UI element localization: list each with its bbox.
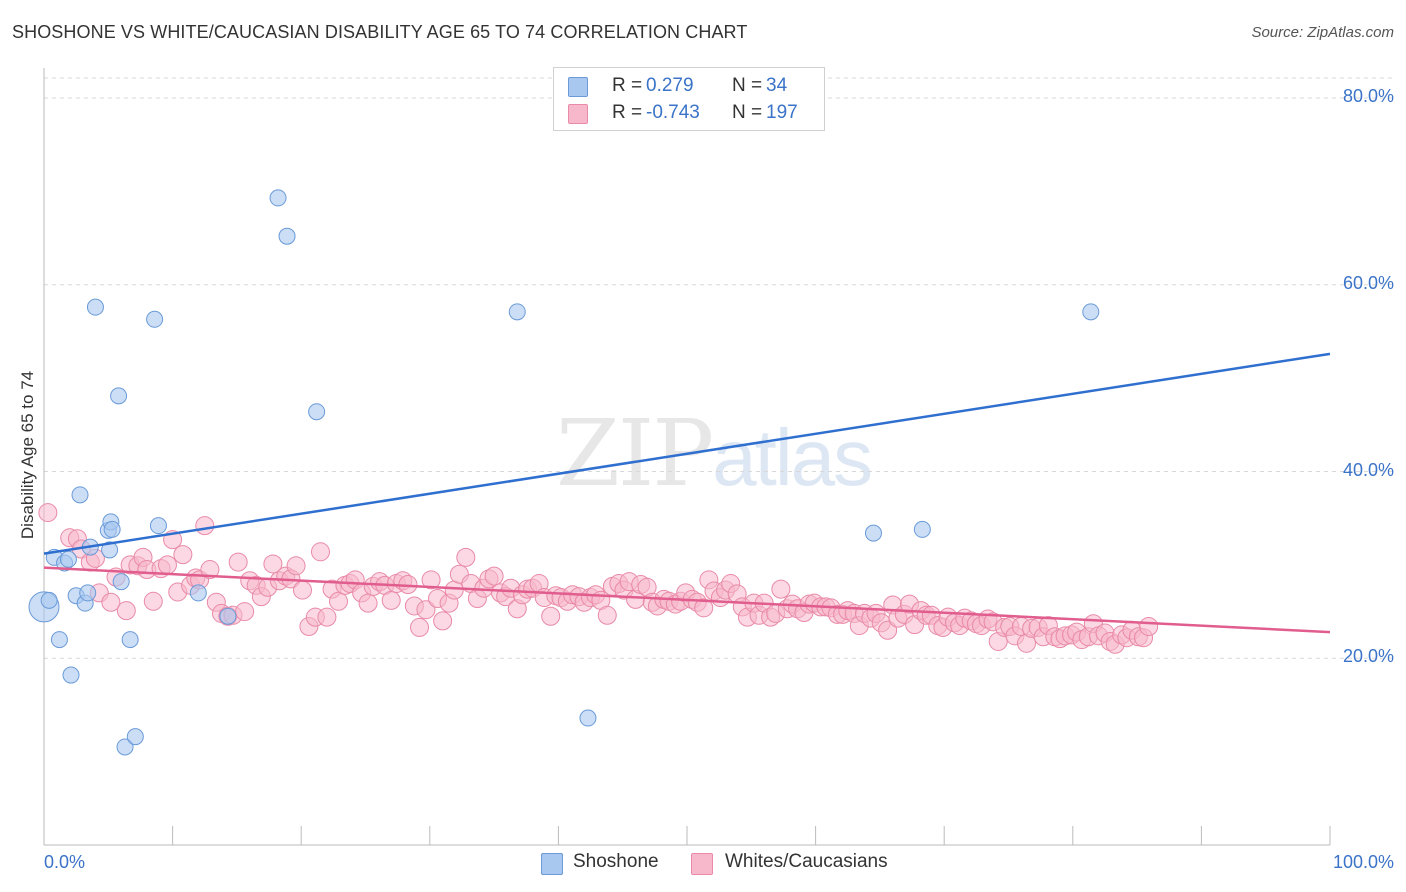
shoshone-point xyxy=(59,550,77,568)
shoshone-point xyxy=(101,541,119,559)
whites-point xyxy=(433,611,453,631)
whites-point xyxy=(421,570,441,590)
shoshone-point xyxy=(121,631,139,649)
shoshone-point xyxy=(508,303,526,321)
whites-point xyxy=(317,607,337,627)
whites-point xyxy=(200,560,220,580)
shoshone-swatch xyxy=(541,853,563,875)
shoshone-point xyxy=(308,403,326,421)
shoshone-point xyxy=(116,738,134,756)
shoshone-point xyxy=(149,517,167,535)
whites-swatch xyxy=(691,853,713,875)
y-tick-label: 40.0% xyxy=(1342,459,1394,480)
gridlines xyxy=(44,77,1392,659)
shoshone-point xyxy=(913,520,931,538)
shoshone-point xyxy=(103,520,121,538)
y-tick-label: 80.0% xyxy=(1342,86,1394,106)
legend-r-value: 0.279 xyxy=(646,75,694,96)
whites-point xyxy=(444,580,464,600)
y-tick-label: 60.0% xyxy=(1342,272,1394,293)
shoshone-point xyxy=(110,387,128,405)
axes xyxy=(43,68,1331,846)
whites-point xyxy=(143,591,163,611)
shoshone-point xyxy=(189,584,207,602)
source-credit: Source: ZipAtlas.com xyxy=(1251,24,1394,41)
whites-point xyxy=(456,547,476,567)
shoshone-point xyxy=(50,631,68,649)
whites-point xyxy=(358,593,378,613)
whites-point xyxy=(694,598,714,618)
shoshone-point xyxy=(40,591,58,609)
shoshone-point xyxy=(71,486,89,504)
whites-point xyxy=(263,554,283,574)
whites-caucasians-points xyxy=(38,503,1159,654)
whites-point xyxy=(116,601,136,621)
shoshone-point xyxy=(86,298,104,316)
legend-r-label: R = xyxy=(612,75,643,96)
x-tick-label-min: 0.0% xyxy=(44,852,86,872)
whites-point xyxy=(38,503,58,523)
shoshone-point xyxy=(1082,303,1100,321)
shoshone-point xyxy=(219,607,237,625)
whites-point xyxy=(410,617,430,637)
legend-row-shoshone: R = 0.279 N = 34 xyxy=(554,74,824,100)
whites-point xyxy=(484,566,504,586)
legend-n-label: N = xyxy=(732,75,763,96)
whites-point xyxy=(328,591,348,611)
whites-point xyxy=(195,516,215,536)
shoshone-point xyxy=(269,189,287,207)
shoshone-point xyxy=(579,709,597,727)
whites-point xyxy=(1139,617,1159,637)
shoshone-swatch xyxy=(568,77,588,97)
x-tick-label-max: 100.0% xyxy=(1332,852,1394,872)
shoshone-point xyxy=(146,310,164,328)
legend-label-shoshone: Shoshone xyxy=(573,851,659,872)
whites-trend-line xyxy=(43,566,1331,634)
legend-n-value: 34 xyxy=(766,75,788,96)
y-axis-label: Disability Age 65 to 74 xyxy=(18,370,37,540)
shoshone-point xyxy=(864,524,882,542)
whites-point xyxy=(157,555,177,575)
legend-label-whites: Whites/Caucasians xyxy=(725,851,888,872)
chart-title: SHOSHONE VS WHITE/CAUCASIAN DISABILITY A… xyxy=(12,22,748,42)
legend-r-value: -0.743 xyxy=(646,102,700,123)
shoshone-point xyxy=(112,573,130,591)
whites-point xyxy=(541,606,561,626)
legend-n-value: 197 xyxy=(766,102,798,123)
shoshone-point xyxy=(79,584,97,602)
whites-point xyxy=(416,600,436,620)
whites-point xyxy=(228,552,248,572)
whites-swatch xyxy=(568,104,588,124)
shoshone-point xyxy=(62,666,80,684)
whites-point xyxy=(381,590,401,610)
whites-point xyxy=(878,620,898,640)
whites-point xyxy=(101,592,121,612)
whites-point xyxy=(235,602,255,622)
shoshone-point xyxy=(126,728,144,746)
legend-n-label: N = xyxy=(732,102,763,123)
trend-lines xyxy=(43,352,1331,634)
correlation-legend: R = 0.279 N = 34 R = -0.743 N = 197 xyxy=(553,67,825,131)
legend-r-label: R = xyxy=(612,102,643,123)
whites-point xyxy=(597,605,617,625)
whites-point xyxy=(173,545,193,565)
whites-point xyxy=(286,556,306,576)
legend-row-whites: R = -0.743 N = 197 xyxy=(554,101,824,127)
whites-point xyxy=(292,580,312,600)
shoshone-trend-line xyxy=(43,352,1331,555)
shoshone-point xyxy=(278,227,296,245)
whites-point xyxy=(310,542,330,562)
whites-point xyxy=(771,579,791,599)
y-tick-label: 20.0% xyxy=(1342,646,1394,667)
